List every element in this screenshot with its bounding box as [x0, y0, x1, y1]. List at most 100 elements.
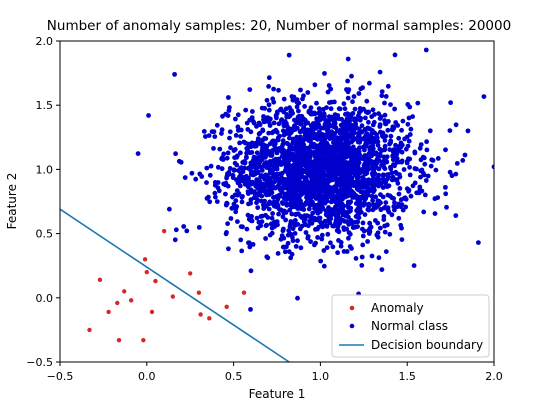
- normal-point: [288, 176, 294, 182]
- normal-point: [290, 194, 296, 200]
- normal-point: [214, 122, 220, 128]
- normal-point: [248, 129, 254, 135]
- normal-point: [326, 132, 332, 138]
- normal-point: [338, 243, 344, 249]
- normal-point: [241, 178, 247, 184]
- normal-point: [374, 138, 380, 143]
- normal-point: [376, 166, 382, 172]
- normal-point: [316, 124, 322, 130]
- normal-point: [258, 164, 264, 170]
- normal-point: [211, 146, 216, 151]
- normal-point: [324, 245, 330, 251]
- normal-point: [271, 195, 276, 200]
- normal-point: [330, 223, 336, 229]
- normal-point: [309, 219, 315, 225]
- normal-point: [425, 173, 431, 179]
- normal-point: [397, 186, 403, 191]
- normal-point: [338, 240, 344, 245]
- normal-point: [392, 207, 397, 213]
- normal-point: [268, 162, 273, 168]
- normal-point: [326, 156, 332, 161]
- normal-point: [319, 148, 324, 154]
- normal-point: [387, 147, 393, 153]
- normal-point: [352, 106, 358, 112]
- normal-point: [380, 173, 386, 179]
- normal-point: [285, 180, 291, 186]
- normal-point: [364, 168, 369, 174]
- normal-point: [400, 118, 406, 124]
- normal-point: [219, 166, 225, 172]
- normal-point: [379, 133, 385, 139]
- normal-point: [322, 144, 328, 150]
- normal-point: [309, 164, 314, 170]
- legend-anomaly-label: Anomaly: [371, 301, 424, 315]
- normal-point: [384, 154, 390, 160]
- normal-point: [354, 155, 360, 161]
- normal-point: [354, 186, 360, 192]
- normal-point: [182, 175, 188, 181]
- y-tick-label: 2.0: [36, 35, 54, 48]
- normal-point: [272, 147, 278, 153]
- normal-point: [240, 224, 245, 230]
- normal-point: [263, 223, 269, 229]
- normal-point: [366, 181, 371, 187]
- normal-point: [305, 120, 311, 126]
- normal-point: [269, 230, 275, 236]
- normal-point: [388, 166, 394, 172]
- normal-point: [375, 198, 381, 204]
- normal-point: [267, 123, 273, 128]
- normal-point: [371, 206, 376, 212]
- normal-point: [376, 158, 382, 163]
- normal-point: [341, 101, 347, 107]
- normal-point: [305, 164, 310, 169]
- normal-point: [172, 237, 178, 243]
- normal-point: [302, 129, 308, 135]
- normal-point: [256, 140, 262, 146]
- normal-class-points: [135, 47, 494, 312]
- normal-point: [361, 144, 366, 150]
- normal-point: [330, 117, 336, 123]
- normal-point: [254, 215, 260, 221]
- normal-point: [388, 133, 394, 139]
- normal-point: [248, 307, 253, 312]
- x-axis-ticks: −0.5 0.0 0.5 1.0 1.5 2.0: [47, 362, 503, 383]
- normal-point: [271, 86, 276, 92]
- normal-point: [368, 139, 374, 145]
- normal-point: [328, 106, 334, 112]
- normal-point: [332, 99, 337, 105]
- normal-point: [389, 127, 395, 133]
- legend-box: [331, 294, 490, 358]
- normal-point: [292, 117, 297, 123]
- normal-point: [383, 94, 389, 99]
- normal-point: [297, 226, 303, 232]
- normal-point: [345, 202, 351, 208]
- normal-point: [327, 100, 332, 105]
- normal-point: [234, 162, 240, 168]
- normal-point: [432, 211, 438, 217]
- normal-point: [318, 166, 324, 172]
- normal-point: [248, 268, 254, 274]
- normal-point: [302, 136, 308, 142]
- normal-point: [333, 125, 339, 131]
- normal-point: [311, 131, 317, 137]
- normal-point: [262, 203, 268, 208]
- normal-point: [276, 211, 281, 217]
- normal-point: [363, 115, 368, 121]
- normal-point: [270, 96, 276, 102]
- normal-point: [239, 165, 244, 171]
- normal-point: [229, 205, 235, 211]
- normal-point: [399, 127, 404, 133]
- normal-point: [366, 207, 372, 213]
- normal-point: [369, 150, 375, 156]
- normal-point: [366, 119, 371, 125]
- normal-point: [435, 195, 441, 201]
- normal-point: [317, 209, 323, 215]
- normal-point: [385, 174, 391, 180]
- normal-point: [288, 130, 294, 135]
- normal-point: [404, 186, 410, 192]
- normal-point: [358, 169, 364, 175]
- normal-point: [303, 200, 309, 206]
- normal-point: [377, 69, 383, 75]
- normal-point: [407, 104, 413, 110]
- normal-point: [285, 232, 291, 238]
